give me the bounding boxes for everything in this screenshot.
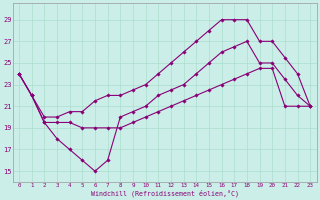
X-axis label: Windchill (Refroidissement éolien,°C): Windchill (Refroidissement éolien,°C) — [91, 189, 239, 197]
